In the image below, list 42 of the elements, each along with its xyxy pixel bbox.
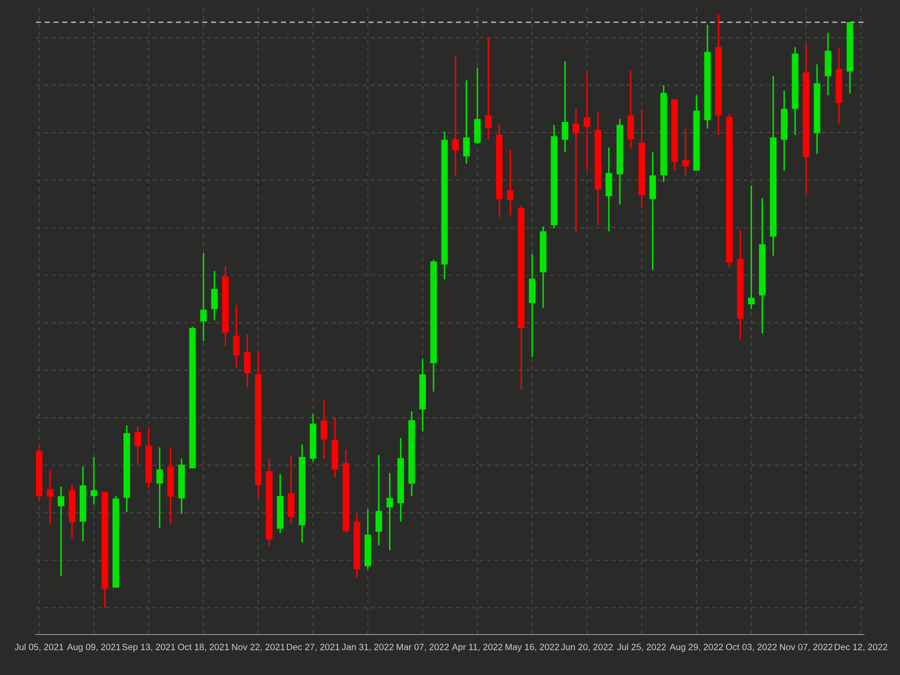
x-tick-label: Dec 12, 2022 xyxy=(834,644,888,652)
x-tick-label: Nov 07, 2022 xyxy=(780,644,832,652)
x-tick-label: Jun 20, 2022 xyxy=(560,644,613,652)
candlestick xyxy=(474,67,481,145)
candlestick xyxy=(375,454,382,546)
candlestick xyxy=(46,469,54,525)
candlestick xyxy=(748,184,755,310)
candlestick xyxy=(288,455,294,525)
x-tick-label: Oct 03, 2022 xyxy=(726,644,777,652)
candlestick xyxy=(211,270,218,322)
candlestick xyxy=(233,304,240,369)
x-tick-label: Aug 09, 2021 xyxy=(67,644,120,652)
candlestick xyxy=(320,398,328,460)
candlestick xyxy=(134,426,142,464)
candlestick xyxy=(452,54,459,176)
candlestick xyxy=(463,80,470,164)
x-tick-label: Jul 05, 2021 xyxy=(14,644,64,652)
candlestick xyxy=(90,456,98,506)
x-tick-label: Mar 07, 2022 xyxy=(396,644,449,652)
candlestick xyxy=(649,152,656,271)
x-tick-label: Sep 13, 2021 xyxy=(122,644,176,652)
x-tick-label: Oct 18, 2021 xyxy=(178,644,229,652)
candlestick xyxy=(156,446,163,529)
x-tick-label: Jan 31, 2022 xyxy=(342,644,394,652)
x-tick-label: Jul 25, 2022 xyxy=(617,644,666,652)
x-tick-label: Apr 11, 2022 xyxy=(452,644,502,652)
candlestick xyxy=(627,70,634,150)
candlestick xyxy=(200,252,207,342)
candlestick xyxy=(58,486,64,577)
candlestick xyxy=(506,148,514,216)
candlestick xyxy=(485,36,492,140)
candlestick xyxy=(584,72,590,172)
x-tick-label: Aug 29, 2022 xyxy=(670,644,723,652)
candlestick xyxy=(682,128,689,176)
x-tick-label: Dec 27, 2021 xyxy=(286,644,340,652)
candlestick xyxy=(386,472,394,551)
candlestick xyxy=(572,108,580,233)
x-tick-label: May 16, 2022 xyxy=(506,644,560,652)
candlestick xyxy=(562,60,568,153)
x-tick-label: Nov 22, 2021 xyxy=(232,644,285,652)
candlestick xyxy=(606,146,612,232)
candlestick xyxy=(244,334,251,388)
